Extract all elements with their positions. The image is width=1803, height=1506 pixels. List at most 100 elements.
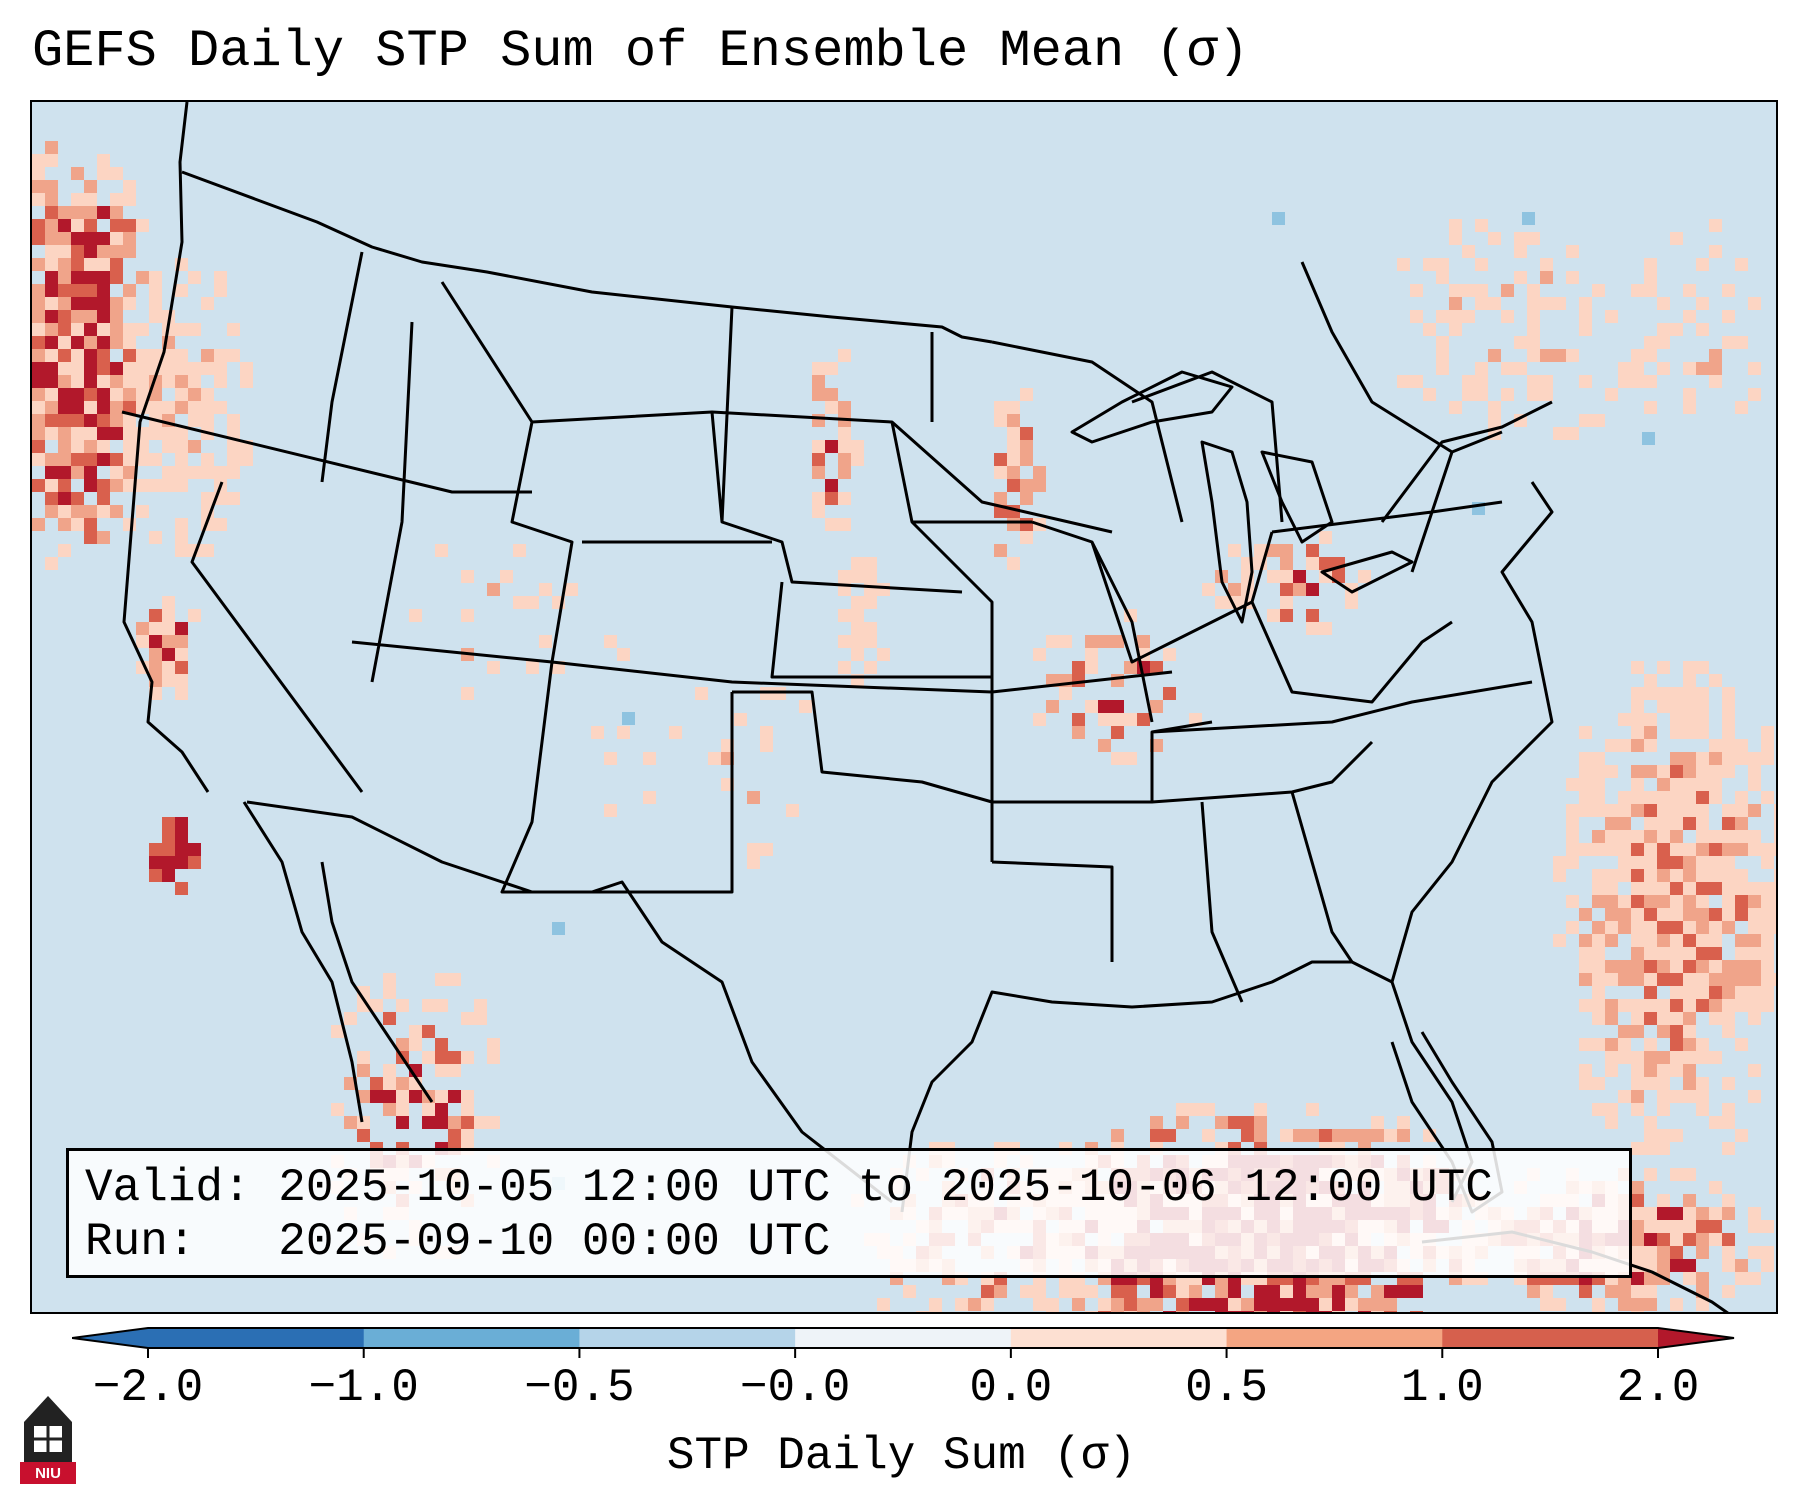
anomaly-cell [1527,388,1540,401]
anomaly-cell [1592,1298,1605,1311]
anomaly-cell [188,440,201,453]
anomaly-cell [84,388,97,401]
anomaly-cell [1709,1012,1722,1025]
anomaly-cell [1657,1142,1670,1155]
anomaly-cell [1683,713,1696,726]
anomaly-cell [1007,414,1020,427]
anomaly-cell [58,336,71,349]
anomaly-cell [1709,765,1722,778]
anomaly-cell [188,414,201,427]
anomaly-cell [162,869,175,882]
anomaly-cell [84,206,97,219]
anomaly-cell [71,193,84,206]
anomaly-cell [227,323,240,336]
anomaly-cell [1592,882,1605,895]
anomaly-cell [1631,1220,1644,1233]
anomaly-cell [1566,895,1579,908]
anomaly-cell [32,388,45,401]
anomaly-cell [84,349,97,362]
anomaly-cell [331,1103,344,1116]
anomaly-cell [877,648,890,661]
anomaly-cell [487,583,500,596]
anomaly-cell [1748,830,1761,843]
anomaly-cell [123,453,136,466]
anomaly-cell [1462,375,1475,388]
anomaly-cell [1423,258,1436,271]
anomaly-cell [1696,258,1709,271]
anomaly-cell [1761,856,1774,869]
anomaly-cell [1657,362,1670,375]
anomaly-cell [1020,1285,1033,1298]
anomaly-cell [1020,427,1033,440]
anomaly-cell [110,388,123,401]
anomaly-cell [1722,1285,1735,1298]
anomaly-cell [32,232,45,245]
anomaly-cell [1696,1038,1709,1051]
anomaly-cell [435,1116,448,1129]
anomaly-cell [1241,1311,1254,1312]
anomaly-cell [45,336,58,349]
anomaly-cell [1358,570,1371,583]
anomaly-cell [1462,310,1475,323]
anomaly-cell [1670,1298,1683,1311]
anomaly-cell [1644,843,1657,856]
anomaly-cell [1644,713,1657,726]
anomaly-cell [1605,1116,1618,1129]
anomaly-cell [97,284,110,297]
anomaly-cell [1072,726,1085,739]
anomaly-cell [162,609,175,622]
anomaly-cell [1657,908,1670,921]
anomaly-cell [1774,804,1776,817]
anomaly-cell [175,817,188,830]
anomaly-cell [1631,1103,1644,1116]
anomaly-cell [1592,752,1605,765]
anomaly-cell [1735,401,1748,414]
anomaly-cell [1579,1077,1592,1090]
anomaly-cell [1111,635,1124,648]
anomaly-cell [1709,934,1722,947]
anomaly-cell [1683,817,1696,830]
anomaly-cell [1579,973,1592,986]
anomaly-cell [162,362,175,375]
anomaly-cell [201,466,214,479]
anomaly-cell [1527,336,1540,349]
anomaly-cell [97,453,110,466]
anomaly-cell [1657,297,1670,310]
anomaly-cell [1657,336,1670,349]
anomaly-cell [1592,947,1605,960]
anomaly-cell [1397,1129,1410,1142]
anomaly-cell [994,1285,1007,1298]
anomaly-cell [1163,687,1176,700]
anomaly-cell [1722,765,1735,778]
anomaly-cell [1514,336,1527,349]
anomaly-cell [1098,713,1111,726]
anomaly-cell [1722,921,1735,934]
colorbar-segment [579,1328,796,1348]
anomaly-cell [1111,726,1124,739]
anomaly-cell [1644,999,1657,1012]
anomaly-cell [1631,739,1644,752]
anomaly-cell [1735,1038,1748,1051]
anomaly-cell [1085,635,1098,648]
anomaly-cell [123,362,136,375]
anomaly-cell [58,466,71,479]
anomaly-cell [1007,557,1020,570]
anomaly-cell [1501,310,1514,323]
anomaly-cell [903,1285,916,1298]
anomaly-cell [1007,466,1020,479]
anomaly-cell [1228,544,1241,557]
anomaly-cell [1657,661,1670,674]
anomaly-cell [383,1012,396,1025]
anomaly-cell [58,245,71,258]
anomaly-cell [1670,765,1683,778]
anomaly-cell [97,336,110,349]
anomaly-cell [1605,882,1618,895]
anomaly-cell [1709,843,1722,856]
anomaly-cell [1254,544,1267,557]
anomaly-cell [1748,1246,1761,1259]
anomaly-cell [71,414,84,427]
anomaly-cell [1332,1311,1345,1312]
anomaly-cell [1007,453,1020,466]
anomaly-cell [1618,960,1631,973]
anomaly-cell [1566,349,1579,362]
